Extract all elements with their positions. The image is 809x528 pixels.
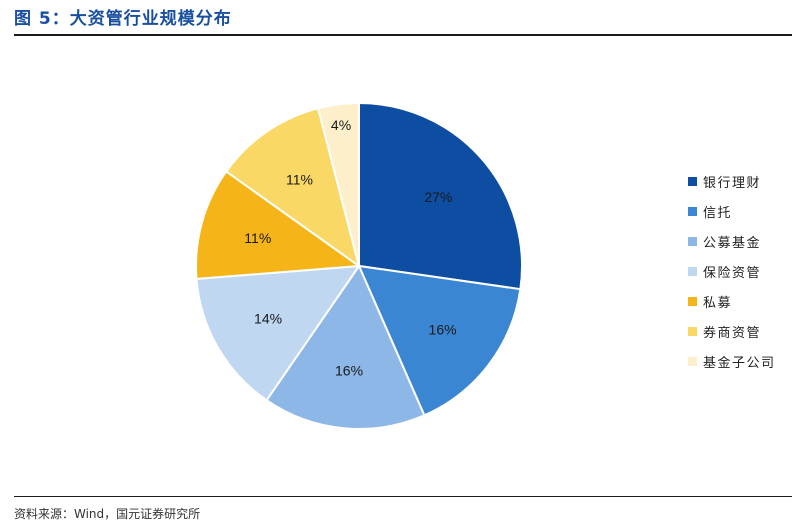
legend-swatch	[688, 236, 697, 246]
pie-slice-3	[265, 263, 426, 430]
title-divider	[14, 34, 792, 36]
legend-label: 保险资管	[703, 265, 762, 281]
pie-slice-2	[357, 264, 522, 417]
data-label-3: 16%	[335, 363, 363, 379]
legend-swatch	[688, 176, 697, 186]
data-label-4: 14%	[254, 311, 282, 327]
pie-slice-5	[195, 170, 362, 280]
legend-item-2: 信托	[688, 196, 776, 226]
data-label-2: 16%	[429, 322, 457, 338]
legend-label: 基金子公司	[703, 355, 776, 371]
pie-slice-1	[358, 101, 523, 291]
chart-legend: 银行理财信托公募基金保险资管私募券商资管基金子公司	[688, 166, 776, 376]
legend-swatch	[688, 326, 697, 336]
legend-label: 券商资管	[703, 325, 762, 341]
legend-swatch	[688, 296, 697, 306]
pie-slice-4	[195, 264, 362, 402]
legend-item-7: 基金子公司	[688, 346, 776, 376]
legend-item-4: 保险资管	[688, 256, 776, 286]
chart-title: 图 5：大资管行业规模分布	[14, 9, 232, 29]
source-note: 资料来源：Wind，国元证券研究所	[14, 507, 201, 521]
legend-label: 公募基金	[703, 235, 762, 251]
legend-item-6: 券商资管	[688, 316, 776, 346]
legend-item-3: 公募基金	[688, 226, 776, 256]
legend-label: 私募	[703, 295, 733, 311]
data-label-6: 11%	[286, 172, 313, 188]
legend-swatch	[688, 206, 697, 216]
footer-divider	[14, 496, 792, 497]
legend-label: 银行理财	[703, 175, 762, 191]
legend-item-5: 私募	[688, 286, 776, 316]
data-label-5: 11%	[244, 230, 271, 246]
data-label-1: 27%	[424, 189, 452, 205]
data-label-7: 4%	[331, 117, 351, 133]
pie-slice-6	[224, 107, 361, 269]
legend-label: 信托	[703, 205, 733, 221]
legend-swatch	[688, 356, 697, 366]
legend-swatch	[688, 266, 697, 276]
legend-item-1: 银行理财	[688, 166, 776, 196]
pie-slice-7	[316, 101, 360, 267]
